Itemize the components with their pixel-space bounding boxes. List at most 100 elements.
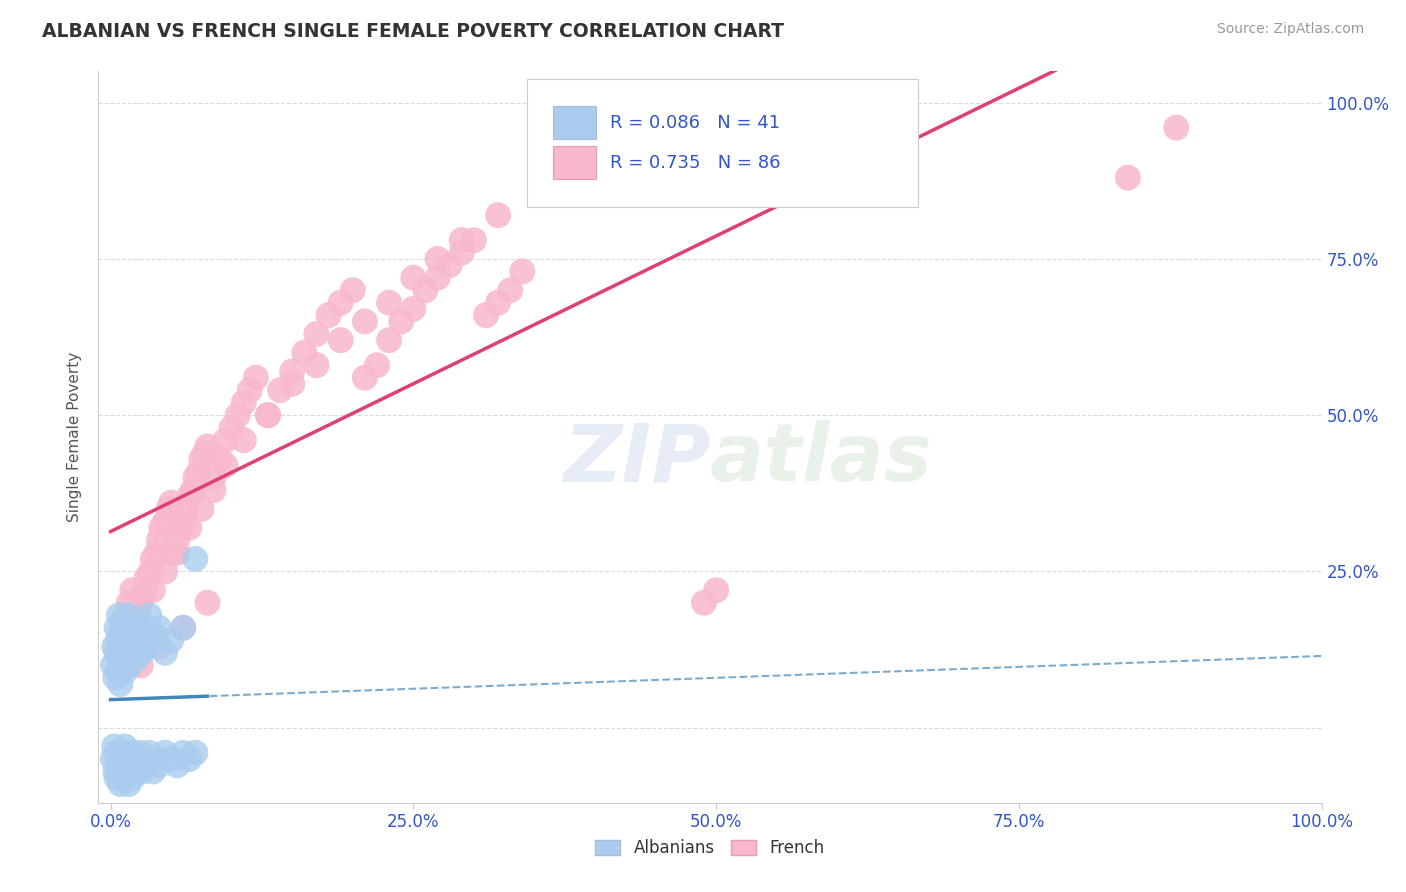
Point: [402, 301, 425, 316]
Point: [148, 640, 170, 654]
Legend: Albanians, French: Albanians, French: [589, 832, 831, 864]
Point: [118, 608, 141, 623]
Point: [114, 621, 136, 635]
Point: [160, 752, 183, 766]
Point: [366, 358, 388, 372]
Point: [131, 764, 153, 779]
Point: [145, 633, 167, 648]
Point: [172, 621, 194, 635]
Text: ALBANIAN VS FRENCH SINGLE FEMALE POVERTY CORRELATION CHART: ALBANIAN VS FRENCH SINGLE FEMALE POVERTY…: [42, 22, 785, 41]
Point: [118, 658, 141, 673]
Point: [134, 583, 156, 598]
Point: [124, 627, 146, 641]
Point: [138, 608, 160, 623]
Point: [105, 646, 128, 660]
Point: [110, 627, 132, 641]
Point: [111, 746, 134, 760]
Point: [257, 408, 280, 422]
Text: R = 0.735   N = 86: R = 0.735 N = 86: [610, 153, 780, 172]
Point: [269, 383, 291, 397]
Point: [693, 596, 716, 610]
Point: [121, 646, 143, 660]
Point: [125, 652, 148, 666]
Point: [142, 764, 165, 779]
Point: [117, 652, 139, 666]
Point: [142, 627, 165, 641]
Point: [426, 252, 449, 266]
Point: [129, 627, 152, 641]
Point: [103, 640, 125, 654]
Point: [342, 283, 364, 297]
Point: [118, 758, 141, 772]
Point: [148, 621, 170, 635]
Point: [148, 533, 170, 548]
Point: [179, 521, 201, 535]
Point: [145, 752, 167, 766]
Bar: [554, 146, 596, 179]
Text: Source: ZipAtlas.com: Source: ZipAtlas.com: [1216, 22, 1364, 37]
Point: [221, 420, 243, 434]
Point: [104, 764, 127, 779]
Point: [153, 565, 176, 579]
Point: [122, 752, 145, 766]
Point: [115, 764, 138, 779]
Point: [378, 295, 401, 310]
Point: [172, 621, 194, 635]
Point: [108, 752, 131, 766]
Point: [118, 777, 141, 791]
Point: [107, 758, 129, 772]
Point: [127, 640, 149, 654]
Point: [172, 746, 194, 760]
Point: [129, 596, 152, 610]
Point: [354, 370, 377, 384]
Point: [105, 621, 128, 635]
Point: [135, 758, 157, 772]
Point: [108, 652, 131, 666]
Point: [162, 546, 184, 560]
Point: [110, 764, 132, 779]
Point: [129, 658, 152, 673]
Point: [103, 739, 125, 754]
Point: [153, 646, 176, 660]
Point: [114, 608, 136, 623]
Point: [160, 496, 183, 510]
Point: [138, 746, 160, 760]
Point: [257, 408, 280, 422]
Point: [166, 758, 188, 772]
Point: [135, 571, 157, 585]
Point: [105, 746, 128, 760]
Point: [172, 515, 194, 529]
Point: [214, 434, 236, 448]
Point: [131, 646, 153, 660]
Point: [121, 771, 143, 785]
Point: [139, 565, 162, 579]
Point: [127, 758, 149, 772]
Point: [124, 633, 146, 648]
Point: [112, 646, 135, 660]
Text: R = 0.086   N = 41: R = 0.086 N = 41: [610, 113, 780, 131]
Point: [111, 627, 134, 641]
Point: [170, 521, 193, 535]
Point: [118, 640, 141, 654]
Point: [486, 295, 509, 310]
Point: [142, 552, 165, 566]
Text: ZIP: ZIP: [562, 420, 710, 498]
Point: [153, 515, 176, 529]
Point: [245, 370, 267, 384]
Point: [111, 771, 134, 785]
Point: [475, 308, 498, 322]
Point: [115, 633, 138, 648]
Point: [439, 258, 461, 272]
Point: [194, 446, 217, 460]
Point: [510, 264, 533, 278]
Point: [114, 665, 136, 679]
Point: [118, 596, 141, 610]
Point: [121, 583, 143, 598]
Point: [166, 533, 188, 548]
Point: [176, 502, 198, 516]
Text: atlas: atlas: [710, 420, 932, 498]
Point: [329, 333, 352, 347]
Point: [120, 627, 142, 641]
Point: [114, 739, 136, 754]
Point: [305, 326, 328, 341]
